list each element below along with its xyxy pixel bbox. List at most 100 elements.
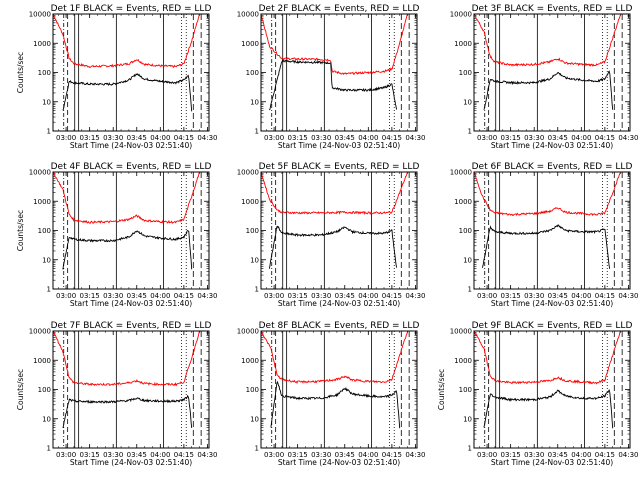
lld-series-line — [474, 172, 621, 217]
x-tick-label: 03:30 — [311, 134, 331, 142]
x-tick-label: 04:00 — [150, 451, 170, 459]
lld-series-line — [261, 172, 409, 216]
x-tick-label: 03:45 — [335, 134, 355, 142]
events-series-line — [483, 389, 614, 429]
x-tick-label: 04:30 — [197, 134, 217, 142]
y-tick-label: 1000 — [241, 198, 259, 206]
plot-frame — [473, 330, 631, 449]
y-tick-label: 10 — [250, 415, 259, 423]
x-tick-label: 03:15 — [501, 134, 521, 142]
events-series-line — [269, 59, 398, 111]
x-tick-label: 04:30 — [618, 451, 638, 459]
y-axis-label: Counts/sec — [16, 210, 25, 251]
x-tick-label: 04:15 — [174, 292, 194, 300]
panel-8: Det 8F BLACK = Events, RED = LLD 1 10 100 10… — [237, 321, 426, 467]
x-tick-label: 03:15 — [80, 134, 100, 142]
y-tick-label: 1000 — [454, 198, 472, 206]
events-series-line — [62, 229, 193, 270]
y-tick-label: 10 — [42, 415, 51, 423]
x-axis-label: Start Time (24-Nov-03 02:51:40) — [278, 141, 400, 150]
x-tick-label: 04:00 — [571, 451, 591, 459]
y-tick-label: 10 — [42, 98, 51, 106]
y-tick-label: 10 — [463, 98, 472, 106]
x-tick-label: 04:00 — [571, 292, 591, 300]
events-series-line — [62, 394, 193, 429]
y-tick-label: 1000 — [241, 40, 259, 48]
x-tick-label: 03:30 — [103, 451, 123, 459]
y-tick-label: 10 — [250, 256, 259, 264]
x-tick-label: 03:30 — [311, 451, 331, 459]
y-tick-label: 10 — [463, 256, 472, 264]
x-tick-label: 03:15 — [80, 292, 100, 300]
x-tick-label: 03:30 — [524, 134, 544, 142]
y-tick-label: 10 — [250, 98, 259, 106]
x-tick-label: 04:30 — [405, 134, 425, 142]
x-tick-label: 03:15 — [501, 451, 521, 459]
x-tick-label: 04:15 — [174, 134, 194, 142]
y-tick-label: 1 — [255, 286, 259, 294]
lld-series-line — [53, 172, 200, 224]
y-tick-label: 10000 — [237, 169, 259, 177]
panel-title: Det 3F BLACK = Events, RED = LLD — [472, 4, 633, 14]
y-tick-label: 10000 — [29, 169, 51, 177]
y-tick-label: 10000 — [29, 11, 51, 19]
plot-frame — [473, 171, 631, 290]
x-tick-label: 03:45 — [127, 292, 147, 300]
y-tick-label: 1 — [47, 128, 51, 136]
y-tick-label: 1 — [468, 128, 472, 136]
x-tick-label: 03:45 — [335, 292, 355, 300]
x-tick-label: 04:30 — [405, 451, 425, 459]
x-tick-label: 04:30 — [618, 292, 638, 300]
y-tick-label: 100 — [246, 386, 259, 394]
x-tick-label: 04:00 — [358, 292, 378, 300]
y-tick-label: 10000 — [237, 11, 259, 19]
events-series-line — [483, 70, 614, 110]
x-tick-label: 03:00 — [56, 451, 76, 459]
y-tick-label: 1000 — [241, 357, 259, 365]
y-tick-label: 10 — [463, 415, 472, 423]
plot-frame — [473, 13, 631, 132]
x-tick-label: 03:00 — [477, 134, 497, 142]
panel-7: Det 7F BLACK = Events, RED = LLD 1 10 100 10… — [16, 321, 218, 467]
plot-frame — [260, 330, 418, 449]
x-tick-label: 04:30 — [197, 451, 217, 459]
plot-frame — [52, 330, 210, 449]
events-series-line — [268, 225, 398, 269]
x-tick-label: 04:15 — [595, 451, 615, 459]
y-tick-label: 100 — [459, 69, 472, 77]
plot-frame — [260, 13, 418, 132]
x-axis-label: Start Time (24-Nov-03 02:51:40) — [70, 458, 192, 467]
x-axis-label: Start Time (24-Nov-03 02:51:40) — [278, 458, 400, 467]
panel-4: Det 4F BLACK = Events, RED = LLD 1 10 100 10… — [16, 162, 218, 308]
lld-series-line — [261, 14, 408, 75]
y-tick-label: 1 — [255, 445, 259, 453]
x-tick-label: 04:15 — [382, 451, 402, 459]
y-tick-label: 100 — [459, 386, 472, 394]
x-tick-label: 03:00 — [264, 134, 284, 142]
panel-title: Det 6F BLACK = Events, RED = LLD — [472, 162, 633, 172]
x-tick-label: 04:00 — [150, 134, 170, 142]
y-tick-label: 100 — [38, 386, 51, 394]
x-axis-label: Start Time (24-Nov-03 02:51:40) — [491, 141, 613, 150]
x-tick-label: 03:30 — [103, 134, 123, 142]
y-tick-label: 1 — [255, 128, 259, 136]
x-tick-label: 03:15 — [288, 292, 308, 300]
x-tick-label: 03:00 — [477, 451, 497, 459]
y-tick-label: 100 — [459, 227, 472, 235]
x-tick-label: 04:15 — [382, 292, 402, 300]
y-tick-label: 1 — [468, 286, 472, 294]
x-tick-label: 03:45 — [548, 134, 568, 142]
lld-series-line — [53, 14, 200, 69]
panel-3: Det 3F BLACK = Events, RED = LLD 1 10 100 10… — [450, 4, 639, 150]
y-tick-label: 1 — [47, 286, 51, 294]
events-series-line — [270, 380, 401, 429]
x-tick-label: 03:45 — [127, 451, 147, 459]
x-tick-label: 04:00 — [150, 292, 170, 300]
x-tick-label: 03:15 — [501, 292, 521, 300]
y-tick-label: 1000 — [33, 40, 51, 48]
x-tick-label: 03:30 — [524, 292, 544, 300]
x-tick-label: 03:45 — [127, 134, 147, 142]
y-tick-label: 10 — [42, 256, 51, 264]
y-tick-label: 100 — [38, 69, 51, 77]
